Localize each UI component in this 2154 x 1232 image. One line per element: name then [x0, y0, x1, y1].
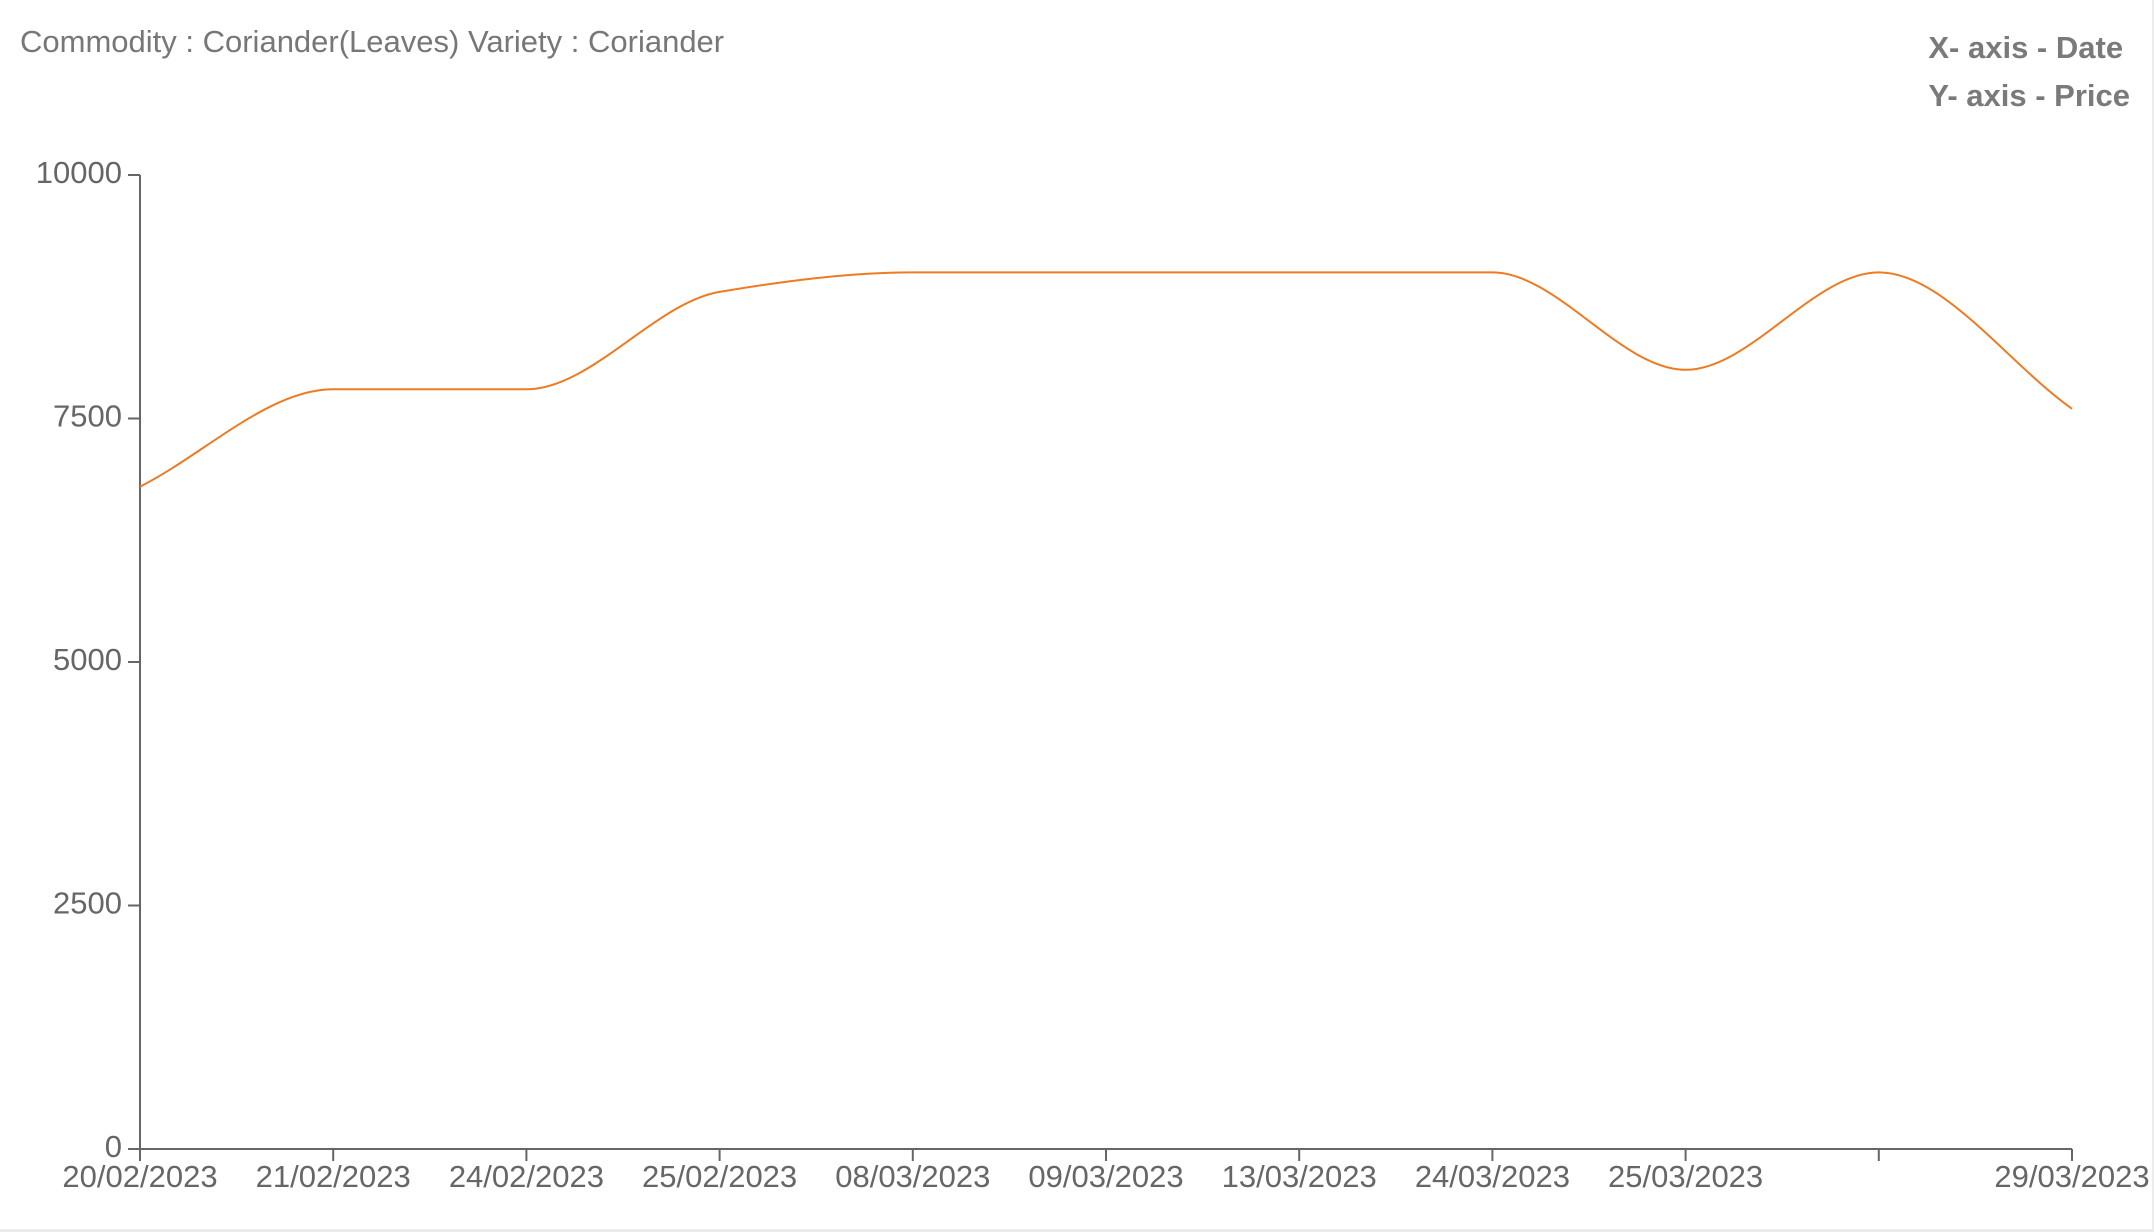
chart-caption: Commodity : Coriander(Leaves) Variety : …	[20, 24, 725, 59]
x-tick-label: 24/03/2023	[1415, 1159, 1570, 1194]
x-tick-label: 21/02/2023	[256, 1159, 411, 1194]
x-tick-label: 24/02/2023	[449, 1159, 604, 1194]
data-point[interactable]	[1486, 266, 1498, 278]
y-tick-label: 7500	[53, 399, 122, 434]
x-tick-label: 08/03/2023	[835, 1159, 990, 1194]
x-tick-label: 29/03/2023	[1994, 1159, 2149, 1194]
data-point[interactable]	[2066, 403, 2078, 415]
x-axis: 20/02/2023 21/02/2023 24/02/2023 25/02/2023…	[62, 1148, 2150, 1194]
price-series-line	[139, 271, 2073, 488]
data-point[interactable]	[1680, 364, 1692, 376]
variety-value: Coriander	[588, 24, 725, 59]
y-tick-label: 0	[105, 1129, 122, 1164]
data-point[interactable]	[1100, 266, 1112, 278]
axis-legend: X- axis - Date Y- axis - Price	[1928, 24, 2130, 120]
y-tick-label: 10000	[36, 155, 122, 190]
commodity-value: Coriander(Leaves)	[202, 24, 460, 59]
commodity-label: Commodity	[20, 24, 177, 59]
x-tick-label: 25/02/2023	[642, 1159, 797, 1194]
data-point[interactable]	[1873, 266, 1885, 278]
y-tick-label: 2500	[53, 886, 122, 921]
y-axis-legend: Y- axis - Price	[1928, 78, 2130, 113]
x-tick-label: 13/03/2023	[1222, 1159, 1377, 1194]
data-point[interactable]	[907, 266, 919, 278]
data-point[interactable]	[520, 383, 532, 395]
x-tick-label: 09/03/2023	[1028, 1159, 1183, 1194]
variety-label: Variety	[467, 24, 563, 59]
data-point[interactable]	[1293, 266, 1305, 278]
y-tick-label: 5000	[53, 642, 122, 677]
data-point[interactable]	[714, 286, 726, 298]
data-point[interactable]	[134, 481, 146, 493]
x-tick-label: 20/02/2023	[62, 1159, 217, 1194]
y-axis: 0 2500 5000 7500 10000	[36, 155, 141, 1164]
x-axis-legend: X- axis - Date	[1928, 30, 2124, 65]
x-tick-label: 25/03/2023	[1608, 1159, 1763, 1194]
data-point[interactable]	[327, 383, 339, 395]
series-group	[134, 266, 2078, 493]
